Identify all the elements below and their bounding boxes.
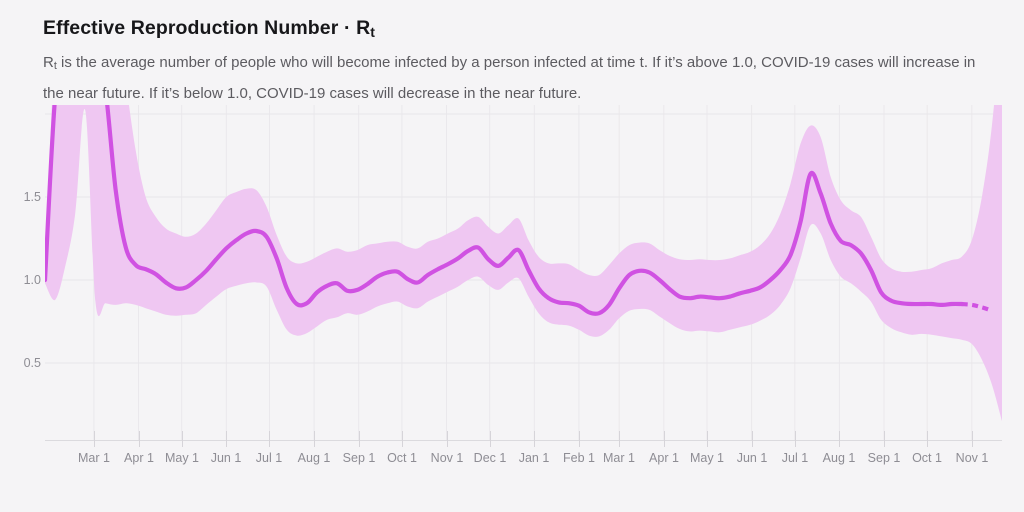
description-r: R — [43, 54, 54, 71]
title-text: Effective Reproduction Number · R — [43, 17, 371, 39]
x-tick-label: Oct 1 — [912, 451, 942, 465]
x-tick-label: Nov 1 — [430, 451, 464, 465]
rt-chart-svg — [45, 105, 1002, 440]
description-line-1-text: is the average number of people who will… — [56, 54, 976, 71]
x-tick-label: Sep 1 — [342, 451, 376, 465]
x-tick-label: Apr 1 — [649, 451, 679, 465]
x-tick-label: Feb 1 — [563, 451, 595, 465]
x-tick-label: Jun 1 — [736, 451, 768, 465]
page-title: Effective Reproduction Number · Rt — [43, 17, 375, 40]
x-tick-label: Apr 1 — [124, 451, 154, 465]
x-tick-label: May 1 — [689, 451, 725, 465]
x-tick-label: Mar 1 — [603, 451, 635, 465]
x-tick-label: Mar 1 — [78, 451, 110, 465]
x-tick-label: May 1 — [164, 451, 200, 465]
x-tick-label: Jun 1 — [210, 451, 242, 465]
x-tick-label: Jul 1 — [255, 451, 283, 465]
title-subscript: t — [370, 23, 376, 40]
y-tick-label: 1.5 — [23, 190, 41, 204]
description-line-1: Rt is the average number of people who w… — [43, 54, 976, 73]
y-tick-label: 1.0 — [23, 273, 41, 287]
x-tick-label: Oct 1 — [387, 451, 417, 465]
y-axis: 1.5 1.0 0.5 — [0, 0, 41, 512]
description-r-subscript: t — [53, 60, 57, 73]
x-tick-label: Jul 1 — [781, 451, 809, 465]
x-tick-label: Nov 1 — [955, 451, 989, 465]
x-tick-label: Aug 1 — [822, 451, 856, 465]
x-tick-label: Aug 1 — [297, 451, 331, 465]
x-tick-label: Jan 1 — [518, 451, 550, 465]
rt-chart — [45, 105, 1002, 440]
description-line-2: the near future. If it’s below 1.0, COVI… — [43, 85, 582, 103]
rt-median-line — [45, 105, 964, 316]
x-tick-label: Sep 1 — [867, 451, 901, 465]
x-tick-label: Dec 1 — [473, 451, 507, 465]
chart-description: Rt is the average number of people who w… — [43, 49, 1008, 108]
y-tick-label: 0.5 — [23, 356, 41, 370]
x-axis-line — [45, 440, 1002, 441]
rt-median-line-projected — [961, 301, 993, 313]
